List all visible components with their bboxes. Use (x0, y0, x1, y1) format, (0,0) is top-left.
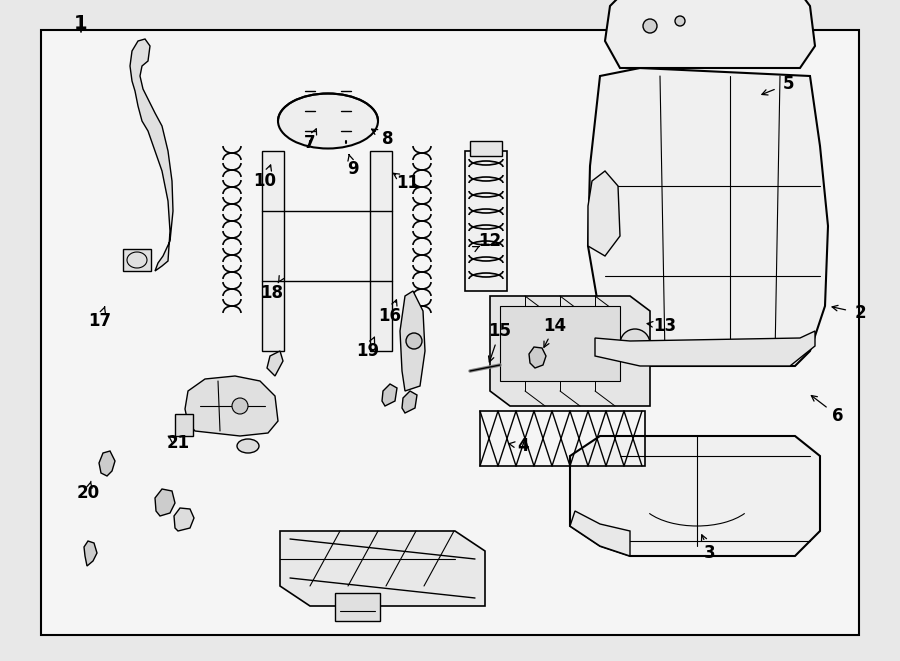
Polygon shape (490, 296, 650, 406)
Polygon shape (267, 351, 283, 376)
Text: 17: 17 (88, 312, 112, 330)
Polygon shape (570, 511, 630, 556)
Ellipse shape (278, 93, 378, 149)
Text: 5: 5 (782, 75, 794, 93)
Polygon shape (130, 39, 173, 271)
Text: 4: 4 (518, 437, 529, 455)
Text: 9: 9 (347, 160, 359, 178)
Polygon shape (99, 451, 115, 476)
Bar (480, 411, 645, 466)
Text: 14: 14 (544, 317, 567, 335)
Polygon shape (262, 151, 284, 351)
Text: 16: 16 (379, 307, 401, 325)
Polygon shape (588, 68, 828, 366)
Text: 3: 3 (704, 544, 716, 562)
Circle shape (406, 333, 422, 349)
Circle shape (620, 329, 650, 359)
Polygon shape (570, 436, 820, 556)
Bar (123, 249, 151, 271)
Bar (175, 414, 193, 436)
Text: 8: 8 (382, 130, 394, 148)
Text: 21: 21 (166, 434, 190, 452)
Ellipse shape (237, 439, 259, 453)
Text: 1: 1 (74, 14, 88, 32)
Bar (500, 306, 620, 381)
Polygon shape (84, 541, 97, 566)
Polygon shape (529, 347, 546, 368)
Bar (470, 141, 502, 156)
Polygon shape (174, 508, 194, 531)
Text: 7: 7 (304, 134, 316, 152)
Text: 20: 20 (76, 484, 100, 502)
Polygon shape (400, 291, 425, 391)
Circle shape (643, 19, 657, 33)
Text: 10: 10 (254, 172, 276, 190)
Bar (465, 151, 507, 291)
Polygon shape (382, 384, 397, 406)
Text: 19: 19 (356, 342, 380, 360)
Polygon shape (280, 531, 485, 606)
Text: 13: 13 (653, 317, 677, 335)
Circle shape (675, 16, 685, 26)
Bar (335, 593, 380, 621)
Polygon shape (155, 489, 175, 516)
Polygon shape (605, 0, 815, 68)
Text: 18: 18 (260, 284, 284, 302)
Polygon shape (370, 151, 392, 351)
Text: 12: 12 (479, 232, 501, 250)
Circle shape (232, 398, 248, 414)
Polygon shape (595, 331, 815, 366)
Polygon shape (185, 376, 278, 436)
Text: 11: 11 (397, 174, 419, 192)
Text: 15: 15 (489, 322, 511, 340)
Polygon shape (588, 171, 620, 256)
Polygon shape (402, 391, 417, 413)
Text: 2: 2 (854, 304, 866, 322)
Text: 6: 6 (832, 407, 844, 425)
